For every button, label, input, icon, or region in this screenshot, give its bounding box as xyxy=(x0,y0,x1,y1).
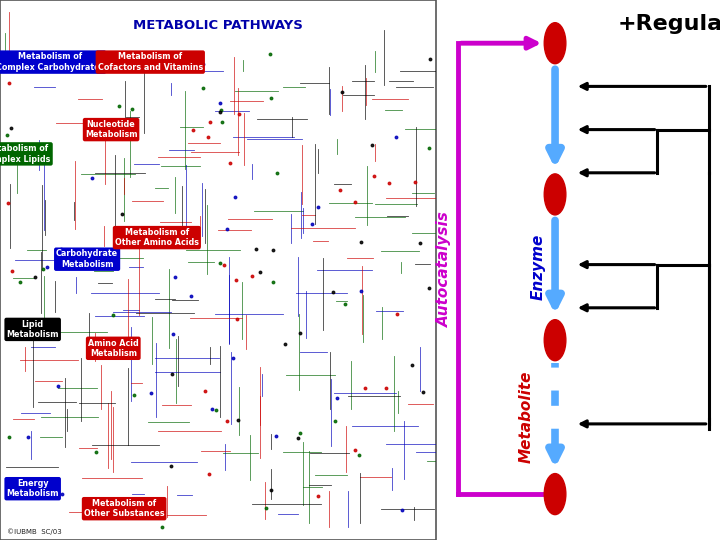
Text: Enzyme: Enzyme xyxy=(531,234,546,300)
Text: Metabolism of
Other Substances: Metabolism of Other Substances xyxy=(84,499,164,518)
Circle shape xyxy=(544,23,566,64)
Text: Lipid
Metabolism: Lipid Metabolism xyxy=(6,320,59,339)
Text: METABOLIC PATHWAYS: METABOLIC PATHWAYS xyxy=(133,19,302,32)
Text: Metabolism of
Complex Lipids: Metabolism of Complex Lipids xyxy=(0,144,50,164)
Text: Metabolite: Metabolite xyxy=(519,371,534,463)
Circle shape xyxy=(544,174,566,215)
Text: Metabolism of
Cofactors and Vitamins: Metabolism of Cofactors and Vitamins xyxy=(98,52,203,72)
Text: Amino Acid
Metablism: Amino Acid Metablism xyxy=(88,339,139,358)
Text: Metabolism of
Other Amino Acids: Metabolism of Other Amino Acids xyxy=(114,228,199,247)
Text: Energy
Metabolism: Energy Metabolism xyxy=(6,479,59,498)
Text: ©IUBMB  SC/03: ©IUBMB SC/03 xyxy=(6,528,61,535)
Circle shape xyxy=(544,474,566,515)
Text: +Regulation: +Regulation xyxy=(618,14,720,35)
Circle shape xyxy=(544,320,566,361)
Text: Carbohydrate
Metabolism: Carbohydrate Metabolism xyxy=(56,249,118,269)
Text: Autocatalysis: Autocatalysis xyxy=(436,211,451,327)
Text: Nucleotide
Metabolism: Nucleotide Metabolism xyxy=(85,120,138,139)
Text: Metabolism of
Complex Carbohydrates: Metabolism of Complex Carbohydrates xyxy=(0,52,104,72)
